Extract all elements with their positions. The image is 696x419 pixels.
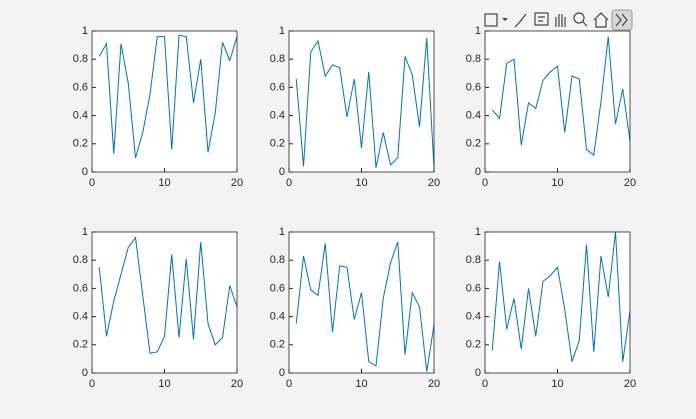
x-tick-label: 20 — [624, 378, 636, 390]
x-tick-label: 20 — [428, 378, 440, 390]
y-tick-label: 0.6 — [73, 282, 88, 294]
tool-pan[interactable] — [555, 14, 566, 27]
y-tick-label: 0 — [475, 367, 481, 379]
tool-more[interactable] — [611, 9, 633, 31]
y-tick-label: 0 — [475, 166, 481, 178]
y-tick-label: 1 — [82, 25, 88, 37]
y-tick-label: 0 — [279, 367, 285, 379]
y-tick-label: 0.2 — [270, 339, 285, 351]
line — [295, 38, 435, 168]
tool-zoom[interactable] — [573, 12, 588, 27]
axes-box — [91, 30, 238, 173]
y-tick-label: 1 — [475, 25, 481, 37]
line — [98, 236, 238, 354]
x-tick-label: 20 — [231, 378, 243, 390]
axes-box — [484, 30, 631, 173]
axes-background — [289, 232, 434, 373]
y-tick-label: 0.8 — [466, 254, 481, 266]
y-tick-label: 0.8 — [270, 254, 285, 266]
y-tick-label: 0.8 — [466, 53, 481, 65]
y-tick-label: 0.4 — [73, 110, 88, 122]
y-tick-label: 1 — [475, 226, 481, 238]
y-tick-label: 0.6 — [466, 81, 481, 93]
line — [491, 36, 631, 157]
y-tick-label: 0.6 — [270, 81, 285, 93]
axes-background — [92, 232, 237, 373]
y-tick-label: 0.4 — [73, 311, 88, 323]
x-tick-label: 20 — [231, 177, 243, 189]
y-tick-label: 0.4 — [270, 311, 285, 323]
line — [98, 34, 238, 159]
tool-datatip[interactable] — [534, 12, 549, 26]
axes-box — [91, 231, 238, 374]
axes-box — [484, 231, 631, 374]
line — [295, 241, 435, 372]
y-tick-label: 0 — [82, 166, 88, 178]
axes-box — [288, 30, 435, 173]
y-tick-label: 0.8 — [270, 53, 285, 65]
axes-background — [485, 31, 630, 172]
axes-background — [289, 31, 434, 172]
axes-box — [288, 231, 435, 374]
y-tick-label: 0.8 — [73, 254, 88, 266]
x-tick-label: 0 — [89, 177, 95, 189]
y-tick-label: 1 — [279, 25, 285, 37]
axes-background — [485, 232, 630, 373]
toolbar — [484, 9, 633, 31]
x-tick-label: 0 — [482, 177, 488, 189]
y-tick-label: 0 — [82, 367, 88, 379]
y-tick-label: 0.6 — [270, 282, 285, 294]
y-tick-label: 0.4 — [466, 110, 481, 122]
x-tick-label: 0 — [482, 378, 488, 390]
x-tick-label: 10 — [551, 378, 563, 390]
y-tick-label: 0.4 — [466, 311, 481, 323]
y-tick-label: 0.2 — [270, 138, 285, 150]
y-tick-label: 0.6 — [466, 282, 481, 294]
y-tick-label: 0.6 — [73, 81, 88, 93]
x-tick-label: 0 — [286, 378, 292, 390]
y-tick-label: 0.2 — [466, 339, 481, 351]
y-tick-label: 0.8 — [73, 53, 88, 65]
y-tick-label: 0.2 — [73, 138, 88, 150]
x-tick-label: 0 — [286, 177, 292, 189]
x-tick-label: 10 — [158, 177, 170, 189]
y-tick-label: 0.4 — [270, 110, 285, 122]
line — [491, 231, 631, 362]
x-tick-label: 10 — [158, 378, 170, 390]
y-tick-label: 0.2 — [73, 339, 88, 351]
x-tick-label: 10 — [355, 378, 367, 390]
x-tick-label: 20 — [624, 177, 636, 189]
tool-brush[interactable] — [514, 13, 527, 28]
x-tick-label: 10 — [551, 177, 563, 189]
y-tick-label: 1 — [82, 226, 88, 238]
x-tick-label: 10 — [355, 177, 367, 189]
tool-export[interactable] — [484, 13, 508, 27]
y-tick-label: 0 — [279, 166, 285, 178]
x-tick-label: 0 — [89, 378, 95, 390]
x-tick-label: 20 — [428, 177, 440, 189]
tool-home[interactable] — [593, 12, 609, 28]
axes-background — [92, 31, 237, 172]
y-tick-label: 0.2 — [466, 138, 481, 150]
y-tick-label: 1 — [279, 226, 285, 238]
